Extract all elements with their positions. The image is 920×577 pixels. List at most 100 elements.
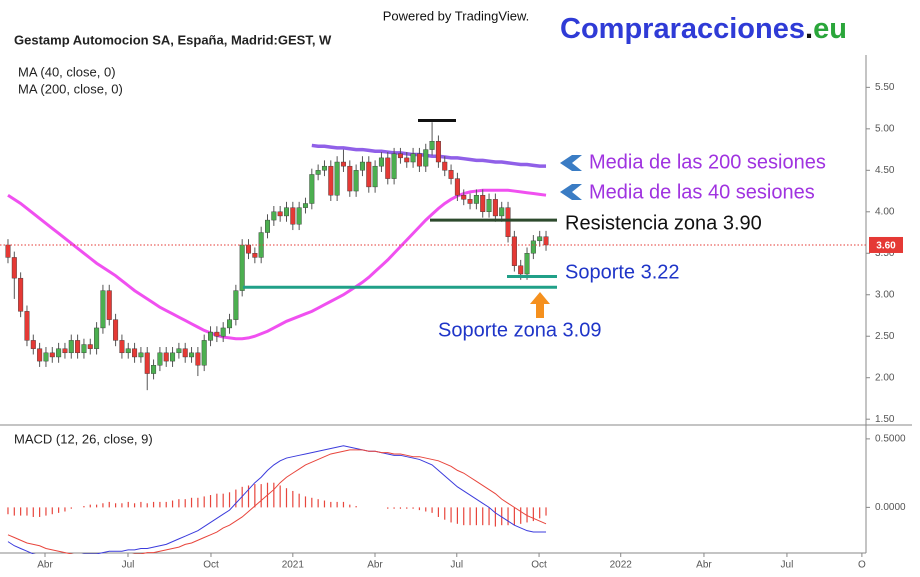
x-tick-label: Oct bbox=[531, 560, 547, 571]
candle-body bbox=[353, 170, 359, 192]
x-tick-label: Abr bbox=[367, 560, 383, 571]
series-line bbox=[7, 445, 547, 554]
candle-body bbox=[511, 236, 517, 266]
candle-body bbox=[100, 290, 106, 329]
candle-body bbox=[499, 207, 505, 217]
candle-body bbox=[163, 352, 169, 362]
panel-title: MACD (12, 26, close, 9) bbox=[14, 431, 153, 446]
series-line bbox=[7, 449, 547, 554]
candle-body bbox=[473, 195, 479, 204]
annotation: Resistencia zona 3.90 bbox=[565, 212, 762, 234]
candle-body bbox=[321, 165, 327, 171]
candle-body bbox=[94, 327, 100, 349]
x-tick-label: Abr bbox=[37, 560, 53, 571]
annotation: Soporte zona 3.09 bbox=[438, 319, 601, 341]
candle-body bbox=[75, 340, 81, 354]
candle-body bbox=[309, 174, 315, 204]
annotation: Media de las 200 sesiones bbox=[589, 151, 826, 173]
candle-body bbox=[81, 344, 87, 354]
candle-body bbox=[530, 240, 536, 254]
candle-body bbox=[328, 165, 334, 196]
candle-body bbox=[227, 319, 233, 329]
candle-body bbox=[49, 352, 55, 358]
candle-body bbox=[378, 157, 384, 167]
candle-body bbox=[201, 340, 207, 366]
y-tick-label: 3.00 bbox=[875, 289, 895, 300]
brand: Compraracciones.eu bbox=[560, 13, 847, 45]
candle-body bbox=[404, 157, 410, 163]
y-tick-label: 2.00 bbox=[875, 372, 895, 383]
candle-body bbox=[208, 331, 214, 341]
macd-panel bbox=[7, 445, 547, 554]
arrow-support bbox=[530, 292, 550, 318]
candle-body bbox=[43, 352, 49, 362]
y-tick-label: 3.50 bbox=[875, 248, 895, 259]
arrow-ma40 bbox=[560, 184, 582, 200]
candle-body bbox=[68, 340, 74, 354]
candle-body bbox=[366, 161, 372, 188]
x-tick-label: Oct bbox=[203, 560, 219, 571]
candle-body bbox=[290, 207, 296, 225]
y-tick-label: 4.00 bbox=[875, 206, 895, 217]
y-tick-label: 0.5000 bbox=[875, 434, 906, 445]
x-tick-label: 2021 bbox=[282, 560, 305, 571]
brand-dot: . bbox=[805, 13, 813, 45]
y-tick-label: 4.50 bbox=[875, 165, 895, 176]
series-line bbox=[7, 188, 547, 341]
candle-body bbox=[24, 311, 30, 341]
price-panel bbox=[0, 122, 866, 391]
candle-body bbox=[30, 340, 36, 349]
candle-body bbox=[416, 153, 422, 167]
y-tick-label: 5.50 bbox=[875, 82, 895, 93]
powered-by: Powered by TradingView. bbox=[383, 8, 529, 23]
candle-body bbox=[315, 170, 321, 175]
candle-body bbox=[176, 348, 182, 354]
candle-body bbox=[265, 219, 271, 233]
y-tick-label: 2.50 bbox=[875, 331, 895, 342]
candle-body bbox=[454, 178, 460, 196]
x-tick-label: O bbox=[858, 560, 866, 571]
candle-body bbox=[448, 170, 454, 179]
candle-body bbox=[543, 236, 549, 246]
candle-body bbox=[106, 290, 112, 320]
candle-body bbox=[113, 319, 119, 341]
candle-body bbox=[119, 340, 125, 354]
candle-body bbox=[56, 348, 62, 358]
x-tick-label: Abr bbox=[696, 560, 712, 571]
candle-body bbox=[442, 161, 448, 171]
last-price-box bbox=[869, 236, 903, 253]
candle-body bbox=[252, 253, 258, 258]
candle-body bbox=[87, 344, 93, 349]
candle-body bbox=[334, 161, 340, 196]
arrow-ma200 bbox=[560, 155, 582, 171]
y-tick-label: 5.00 bbox=[875, 123, 895, 134]
candle-body bbox=[144, 352, 150, 374]
candle-body bbox=[37, 348, 43, 362]
brand-tld: eu bbox=[813, 13, 847, 45]
x-tick-label: Jul bbox=[122, 560, 135, 571]
candle-body bbox=[132, 348, 138, 358]
candle-body bbox=[518, 265, 524, 275]
candle-body bbox=[195, 352, 201, 366]
candle-body bbox=[435, 141, 441, 163]
candle-body bbox=[151, 365, 157, 374]
candle-body bbox=[340, 161, 346, 167]
candle-body bbox=[11, 257, 17, 279]
candle-body bbox=[246, 244, 252, 254]
candle-body bbox=[239, 244, 245, 291]
candle-body bbox=[359, 161, 365, 171]
x-tick-label: Jul bbox=[781, 560, 794, 571]
candle-body bbox=[182, 348, 188, 358]
overlay: 5.50 5.00 4.50 4.00 3.50 3.00 2.50 2.00 1.50 MA (… bbox=[14, 64, 906, 570]
candle-body bbox=[189, 352, 195, 358]
candle-body bbox=[467, 199, 473, 204]
candle-body bbox=[480, 195, 486, 212]
candle-body bbox=[125, 348, 131, 354]
arrows bbox=[530, 155, 582, 318]
candle-body bbox=[157, 352, 163, 366]
candle-body bbox=[524, 253, 530, 275]
candle-body bbox=[214, 331, 220, 337]
candle-body bbox=[429, 141, 435, 150]
candle-body bbox=[302, 203, 308, 208]
